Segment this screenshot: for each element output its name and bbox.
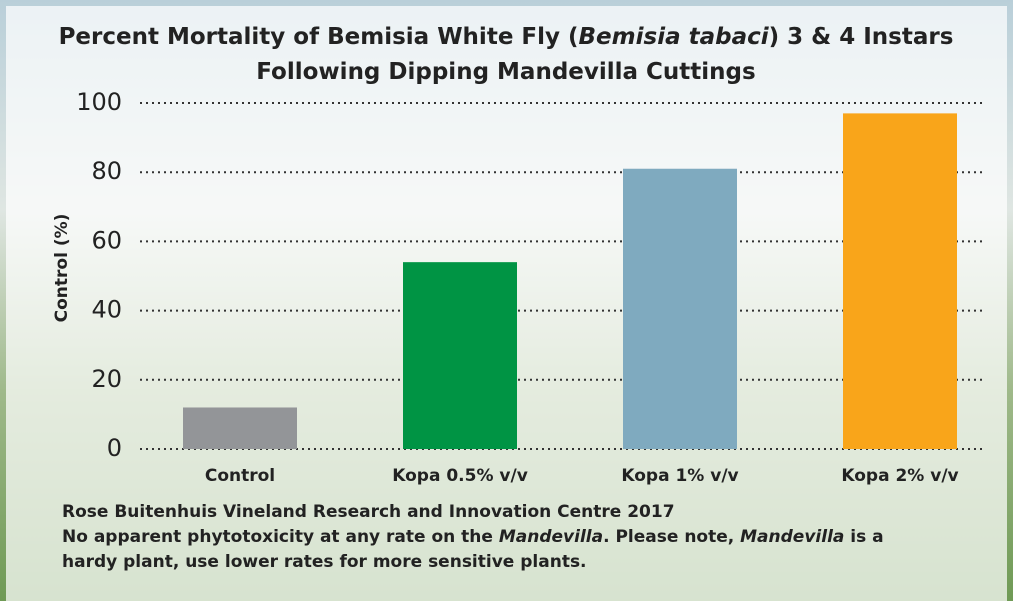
x-tick-label: Control — [205, 466, 275, 486]
bar — [623, 169, 737, 449]
bar — [183, 407, 297, 449]
footnote-run: No apparent phytotoxicity at any rate on… — [62, 527, 499, 547]
footnote-run: is a — [844, 527, 883, 547]
y-tick-label: 20 — [91, 365, 122, 393]
chart-title-run: Bemisia tabaci — [579, 24, 770, 50]
x-tick-label: Kopa 2% v/v — [841, 466, 958, 486]
chart-title: Following Dipping Mandevilla Cuttings — [256, 59, 755, 85]
bar — [843, 113, 957, 449]
y-tick-label: 100 — [76, 88, 122, 116]
page: Control (%) Percent Mortality of Bemisia… — [0, 0, 1013, 601]
footnote-run: . Please note, — [603, 527, 740, 547]
bar — [403, 262, 517, 449]
footnote-run: Mandevilla — [740, 527, 844, 547]
chart: Control (%) Percent Mortality of Bemisia… — [0, 0, 1013, 601]
y-tick-label: 60 — [91, 226, 122, 254]
y-tick-label: 40 — [91, 296, 122, 324]
footnote-run: hardy plant, use lower rates for more se… — [62, 552, 587, 572]
y-tick-label: 80 — [91, 157, 122, 185]
footnote-run: Mandevilla — [499, 527, 603, 547]
y-axis-label: Control (%) — [52, 214, 72, 323]
footnote: Rose Buitenhuis Vineland Research and In… — [62, 502, 675, 522]
footnote-run: Rose Buitenhuis Vineland Research and In… — [62, 502, 675, 522]
x-tick-label: Kopa 0.5% v/v — [392, 466, 528, 486]
y-tick-label: 0 — [107, 434, 122, 462]
footnote: No apparent phytotoxicity at any rate on… — [62, 527, 884, 547]
chart-title-run: Following Dipping Mandevilla Cuttings — [256, 59, 755, 85]
footnote: hardy plant, use lower rates for more se… — [62, 552, 587, 572]
chart-title-run: ) 3 & 4 Instars — [769, 24, 954, 50]
x-tick-label: Kopa 1% v/v — [621, 466, 738, 486]
chart-title: Percent Mortality of Bemisia White Fly (… — [59, 24, 954, 50]
chart-title-run: Percent Mortality of Bemisia White Fly ( — [59, 24, 579, 50]
